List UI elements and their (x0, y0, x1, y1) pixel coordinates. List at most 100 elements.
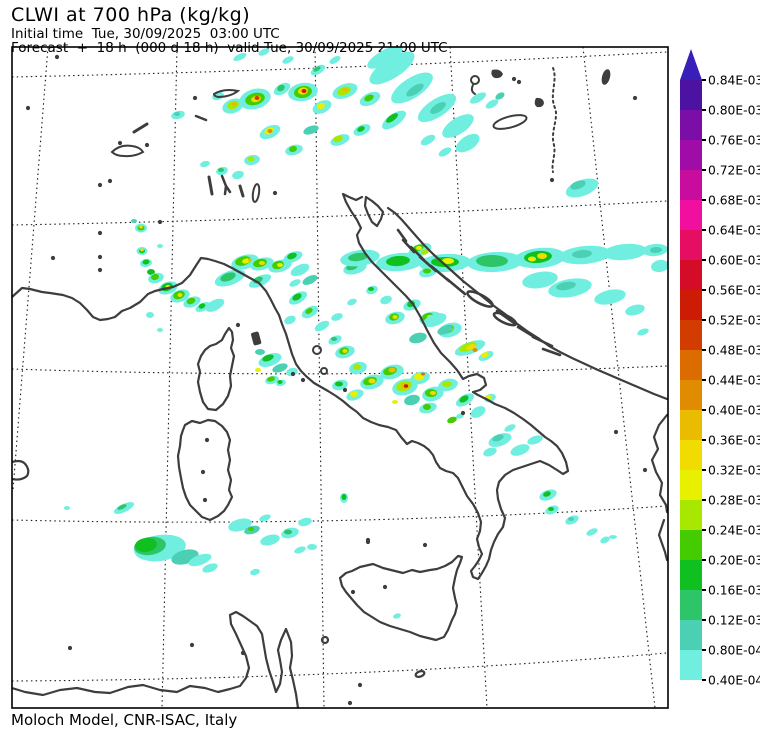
cloud-cell (139, 225, 143, 229)
coastlines (12, 192, 668, 708)
colorbar-segment (680, 230, 702, 260)
cloud-cell (314, 320, 330, 332)
cloud-cell (228, 518, 252, 532)
cloud-cell (292, 293, 302, 301)
cloud-cell (277, 84, 285, 92)
colorbar-segment (680, 170, 702, 200)
colorbar-label: 0.72E-03 (708, 164, 760, 178)
cloud-cell (472, 348, 478, 352)
point-marker (50, 255, 56, 261)
point-marker (67, 645, 73, 651)
cloud-cell (289, 279, 301, 287)
cloud-cell (157, 244, 163, 248)
cloud-cell (386, 113, 398, 123)
point-marker (107, 178, 113, 184)
colorbar-segment (680, 440, 702, 470)
point-marker (117, 140, 123, 146)
colorbar-tick (702, 259, 706, 261)
point-marker (347, 700, 353, 706)
cloud-cell (423, 404, 431, 410)
point-marker (613, 429, 619, 435)
colorbar-tick (702, 589, 706, 591)
cloud-cell (329, 56, 341, 64)
cloud-cell (259, 514, 271, 522)
cloud-cell (486, 395, 492, 399)
point-marker (549, 177, 555, 183)
cloud-cell (447, 416, 457, 424)
point-marker (460, 410, 466, 416)
point-marker (202, 497, 208, 503)
colorbar-segment (680, 620, 702, 650)
page-title: CLWI at 700 hPa (kg/kg) (11, 4, 251, 26)
cloud-cell (594, 289, 626, 305)
cloud-cell (151, 273, 159, 281)
cloud-cell (353, 364, 361, 370)
point-marker (235, 322, 241, 328)
cloud-cell (603, 243, 647, 261)
cloud-cell (341, 494, 347, 500)
cloud-cell (600, 536, 610, 544)
cloud-cell (430, 391, 436, 395)
cloud-cell (455, 137, 475, 153)
cloud-cell (135, 537, 157, 553)
point-marker (511, 76, 517, 82)
colorbar-tick (702, 139, 706, 141)
river-dotted (551, 67, 557, 173)
cloud-cell (335, 381, 343, 387)
lake-trasimeno (312, 345, 322, 355)
cloud-cell (142, 259, 150, 265)
colorbar-segment (680, 590, 702, 620)
cloud-cell (294, 546, 306, 554)
forecast-valid-line: Forecast + 18 h (000 d 18 h) valid Tue, … (11, 40, 448, 56)
coast-albania (650, 413, 668, 514)
cloud-cell (289, 145, 297, 153)
coast-balkan (386, 206, 668, 401)
cloud-cell (262, 354, 274, 362)
cloud-cell (64, 506, 70, 510)
point-marker (272, 190, 278, 196)
cloud-cell (157, 328, 163, 332)
point-marker (365, 539, 371, 545)
lake-comma-1 (491, 69, 503, 79)
colorbar-segment (680, 410, 702, 440)
colorbar-arrow (680, 49, 702, 80)
cloud-cell (392, 400, 398, 404)
cloud-cell (522, 271, 558, 289)
point-marker (632, 95, 638, 101)
colorbar-label: 0.52E-03 (708, 314, 760, 328)
cloud-cell (258, 48, 270, 56)
coast-corsica (196, 326, 236, 412)
cloud-cell (255, 368, 261, 372)
cloud-cell (177, 293, 183, 297)
colorbar-tick (702, 289, 706, 291)
colorbar-label: 0.32E-03 (708, 464, 760, 478)
cloud-cell (186, 297, 196, 305)
point-marker (300, 377, 306, 383)
colorbar-label: 0.20E-03 (708, 554, 760, 568)
cloud-cell (284, 315, 296, 325)
colorbar-tick (702, 109, 706, 111)
colorbar-label: 0.16E-03 (708, 584, 760, 598)
cloud-cell (368, 287, 374, 291)
cloud-cell (423, 313, 447, 327)
colorbar-label: 0.24E-03 (708, 524, 760, 538)
cloud-cell (406, 83, 424, 97)
model-credit: Moloch Model, CNR-ISAC, Italy (11, 711, 238, 729)
cloud-cell (650, 246, 662, 254)
cloud-cell (442, 258, 454, 264)
cloud-cell (301, 89, 307, 93)
cloud-cell (510, 444, 530, 456)
colorbar: 0.84E-03 0.80E-03 0.76E-03 0.72E-03 0.68E-03… (680, 49, 760, 688)
point-marker (422, 542, 428, 548)
colorbar-label: 0.36E-03 (708, 434, 760, 448)
colorbar-segment (680, 110, 702, 140)
point-marker (382, 584, 388, 590)
cloud-cell (290, 263, 310, 277)
cloud-cell (492, 434, 504, 442)
graticule-gridlines (12, 47, 668, 708)
cloud-cell (543, 491, 551, 497)
cloud-cell (442, 114, 474, 138)
cloud-cell (287, 252, 297, 260)
cloud-cell (369, 51, 415, 85)
cloud-cell (317, 102, 325, 110)
